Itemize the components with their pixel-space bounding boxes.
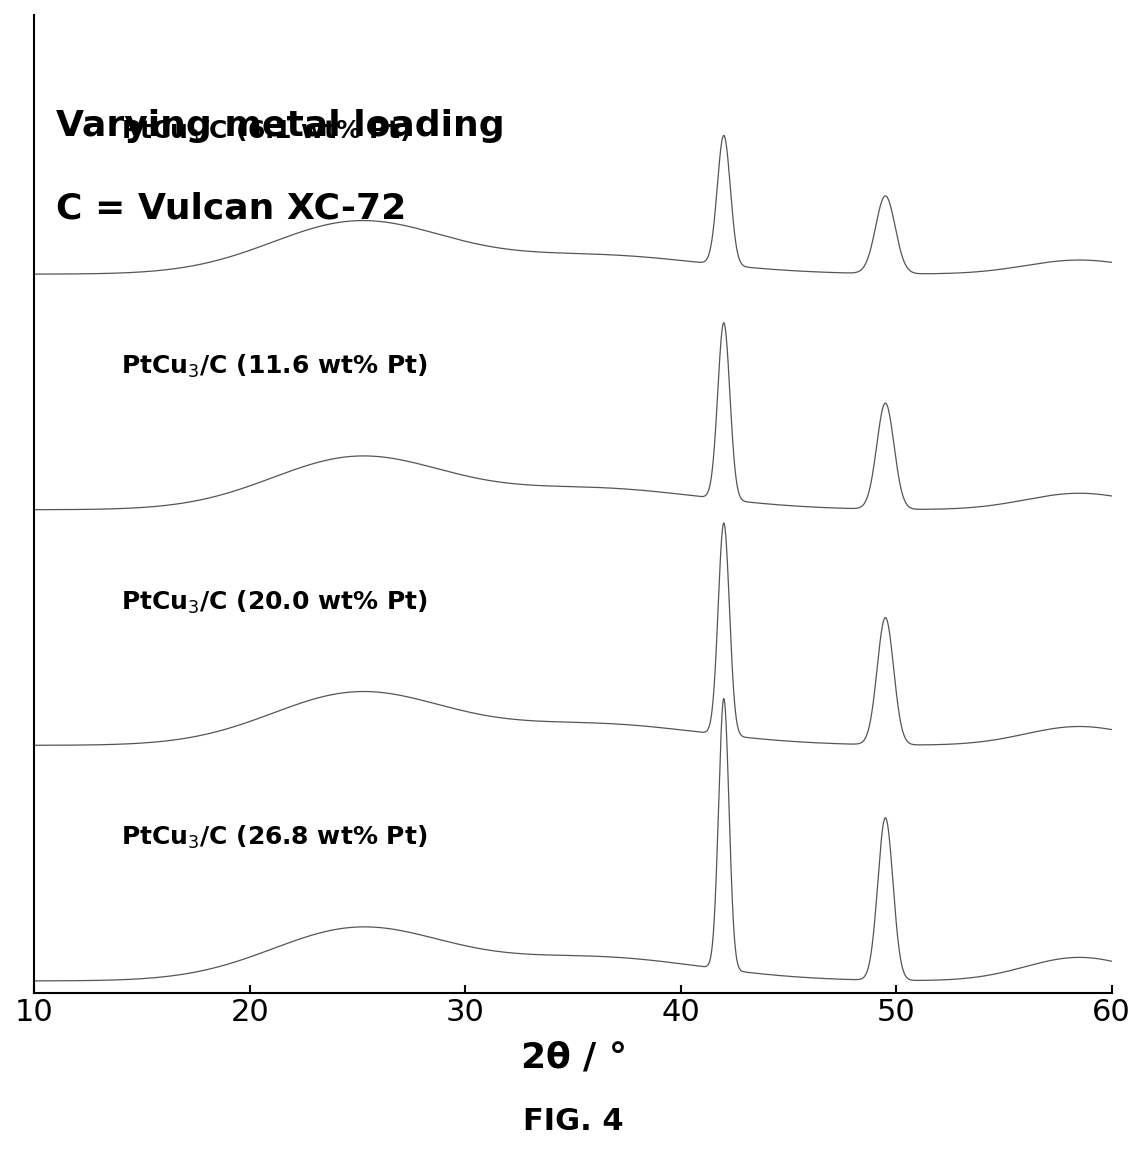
Text: FIG. 4: FIG. 4 [523, 1107, 623, 1136]
Text: PtCu$_3$/C (26.8 wt% Pt): PtCu$_3$/C (26.8 wt% Pt) [120, 824, 426, 852]
Text: PtCu$_3$/C (20.0 wt% Pt): PtCu$_3$/C (20.0 wt% Pt) [120, 589, 427, 615]
Text: Varying metal loading: Varying metal loading [56, 109, 504, 144]
Text: PtCu$_3$/C (11.6 wt% Pt): PtCu$_3$/C (11.6 wt% Pt) [120, 353, 427, 380]
X-axis label: $\mathbf{2\theta}$ / $\mathbf{°}$: $\mathbf{2\theta}$ / $\mathbf{°}$ [520, 1041, 626, 1074]
Text: PtCu$_3$/C (6.1 wt% Pt): PtCu$_3$/C (6.1 wt% Pt) [120, 117, 410, 145]
Text: C = Vulcan XC-72: C = Vulcan XC-72 [56, 191, 406, 226]
